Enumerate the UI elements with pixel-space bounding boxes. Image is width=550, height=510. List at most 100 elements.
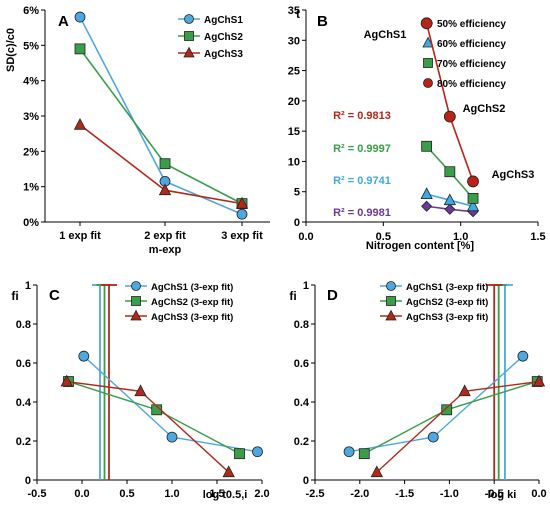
data-point [467,192,479,204]
panel-letter: C [49,287,60,304]
data-point [343,446,355,458]
legend-label: AgChS2 (3-exp fit) [406,297,488,308]
y-tick-label: 3% [23,111,39,123]
x-tick-label: 2.0 [254,488,269,500]
x-tick-label: 1.5 [209,488,224,500]
data-point [222,465,235,478]
legend-label: AgChS1 (3-exp fit) [406,282,488,293]
data-point [159,158,171,170]
y-tick-label: 4% [23,76,39,88]
legend-marker [423,58,433,68]
x-tick-label: -1.0 [440,488,459,500]
data-point [444,203,456,215]
data-point [78,350,90,362]
x-tick-label: 0.5 [119,488,134,500]
data-point [236,208,248,220]
legend-marker [385,309,397,321]
point-label: AgChS3 [492,169,535,181]
data-point [532,374,546,387]
legend-label: AgChS1 [204,15,243,26]
x-tick-label: 0.5 [376,231,391,243]
data-point [420,187,433,200]
legend-label: 80% efficiency [437,79,506,90]
r2-annotation: R² = 0.9813 [333,110,391,122]
legend-marker [184,14,194,24]
y-tick-label: 0 [294,217,300,229]
data-point [234,448,245,460]
x-tick-label: -2.5 [306,488,325,500]
y-tick-label: 0 [25,475,31,487]
data-point [166,431,178,443]
legend-marker [386,281,396,291]
x-tick-label: 3 exp fit [221,230,263,242]
x-axis-label: log ki [488,489,517,501]
panel-letter: B [317,13,328,30]
y-tick-label: 0% [23,217,39,229]
y-tick-label: 1% [23,182,39,194]
x-tick-label: 1 exp fit [59,230,101,242]
legend-label: 60% efficiency [437,39,506,50]
data-point [235,196,249,209]
y-tick-label: 0 [303,475,309,487]
x-axis-label: Nitrogen content [%] [366,240,474,252]
y-tick-label: 0.6 [16,358,31,370]
y-axis-label: t [296,7,300,21]
panel-letter: A [58,13,69,30]
y-tick-label: 5 [294,187,300,199]
y-tick-label: 0.4 [294,397,310,409]
r2-annotation: R² = 0.9981 [333,207,391,219]
data-point [466,199,480,212]
point-label: AgChS1 [364,29,407,41]
panel-letter: D [327,287,338,304]
y-tick-label: 10 [288,156,300,168]
legend-label: AgChS2 (3-exp fit) [151,297,233,308]
x-tick-label: -2.0 [350,488,369,500]
legend-marker [131,281,141,291]
x-tick-label: 1.0 [453,231,468,243]
data-point [252,446,263,458]
x-tick-label: -0.5 [28,488,47,500]
x-tick-label: 2 exp fit [144,230,186,242]
y-tick-label: 20 [288,96,300,108]
x-tick-label: 1.0 [164,488,179,500]
data-point [74,11,86,23]
y-tick-label: 35 [288,5,300,17]
data-point [467,175,479,188]
legend-label: AgChS3 (3-exp fit) [406,312,488,323]
x-tick-label: 0.0 [298,231,313,243]
y-axis-label: SD(c)/c0 [5,28,17,72]
y-tick-label: 5% [23,40,39,52]
legend-label: AgChS1 (3-exp fit) [151,282,233,293]
data-point [158,183,172,196]
legend-label: AgChS3 [204,49,243,60]
y-tick-label: 0.8 [16,319,31,331]
legend-label: AgChS3 (3-exp fit) [151,312,233,323]
data-point [421,200,433,212]
x-tick-label: -1.5 [395,488,414,500]
legend-marker [130,309,142,321]
r2-annotation: R² = 0.9741 [333,175,391,187]
data-point [420,17,433,30]
y-axis-label: fi [289,289,296,303]
data-point [74,43,86,55]
y-tick-label: 6% [23,5,39,17]
data-point [421,140,433,152]
legend-marker [184,31,194,41]
data-point [73,117,87,130]
y-axis-label: fi [11,289,18,303]
legend-marker [422,36,434,48]
y-tick-label: 0.2 [294,436,309,448]
data-point [358,448,370,460]
legend-label: 70% efficiency [437,59,506,70]
data-point [370,465,383,478]
x-tick-sublabel: m-exp [149,244,182,256]
x-tick-label: 0.0 [531,488,546,500]
x-tick-label: 1.5 [530,231,545,243]
legend-marker [131,296,141,306]
y-tick-label: 0.2 [16,436,31,448]
legend-marker [423,78,433,88]
legend-label: AgChS2 [204,32,243,43]
r2-annotation: R² = 0.9997 [333,143,391,155]
